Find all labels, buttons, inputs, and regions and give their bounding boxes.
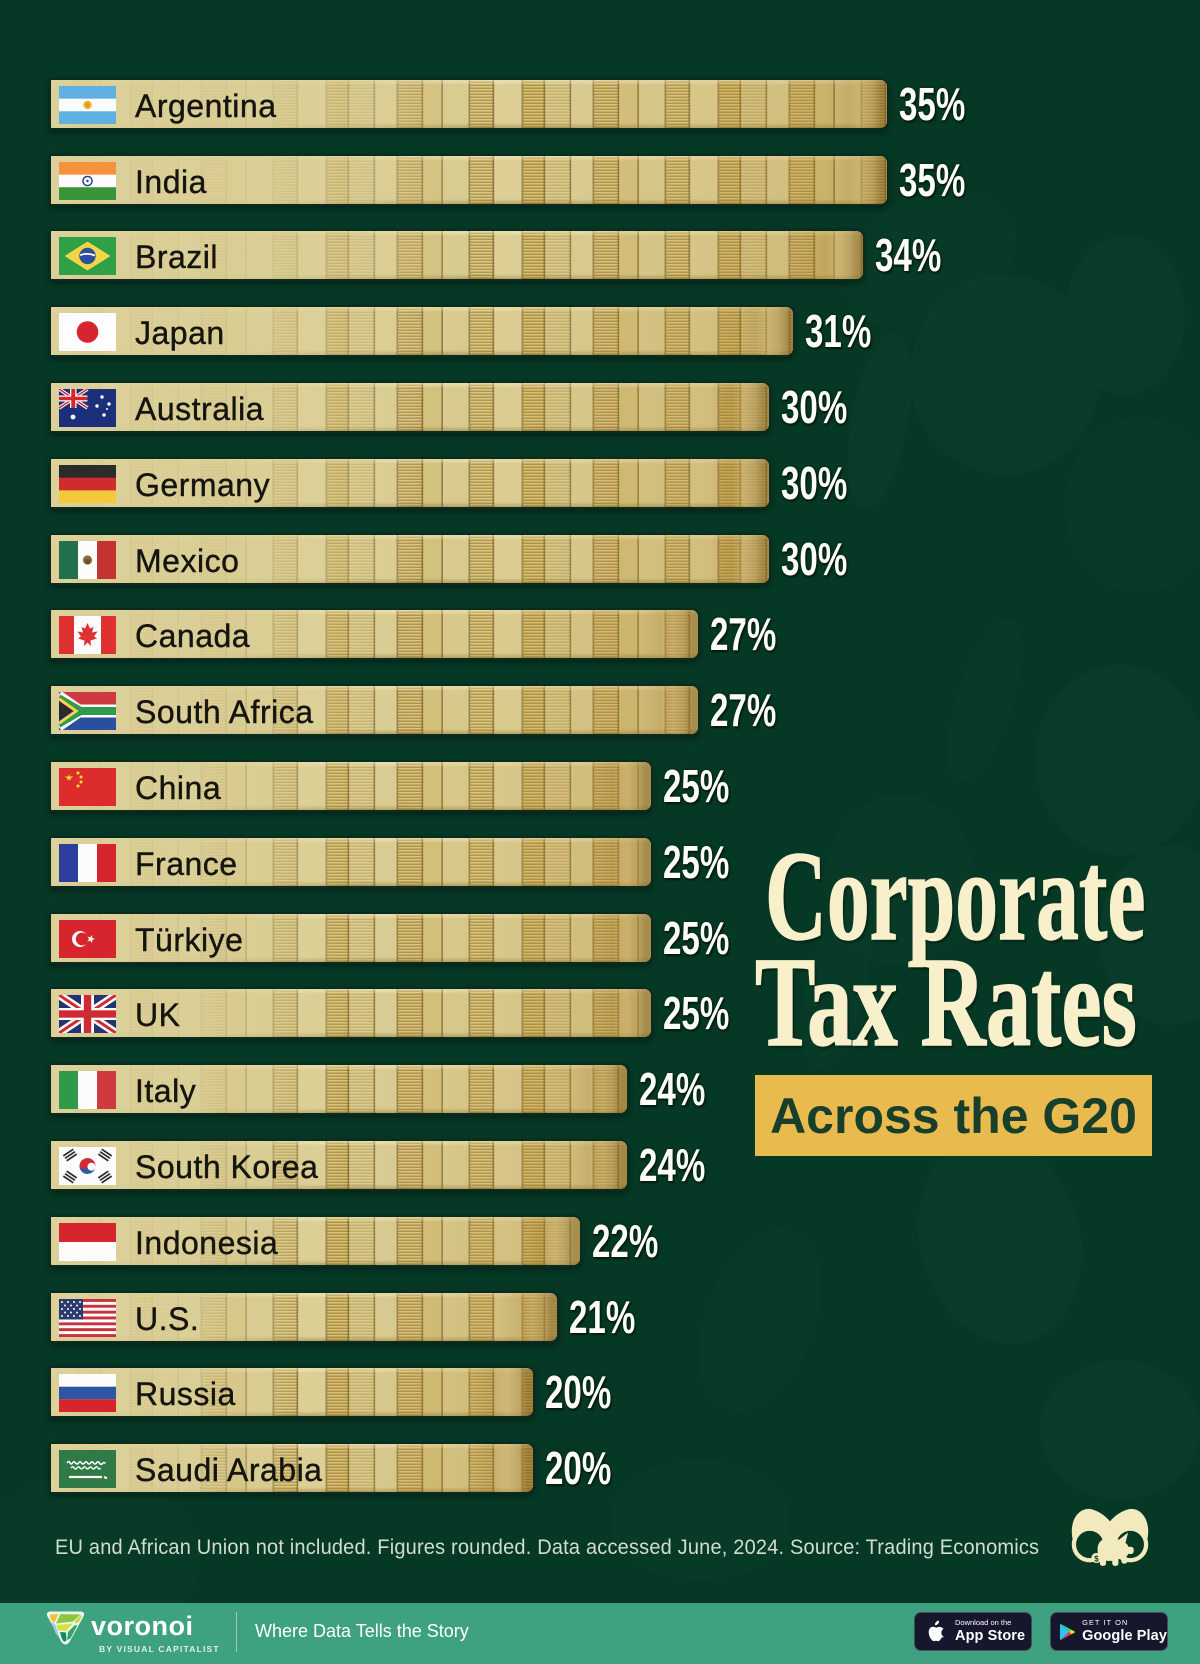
svg-text:$: $ (1094, 1554, 1099, 1563)
